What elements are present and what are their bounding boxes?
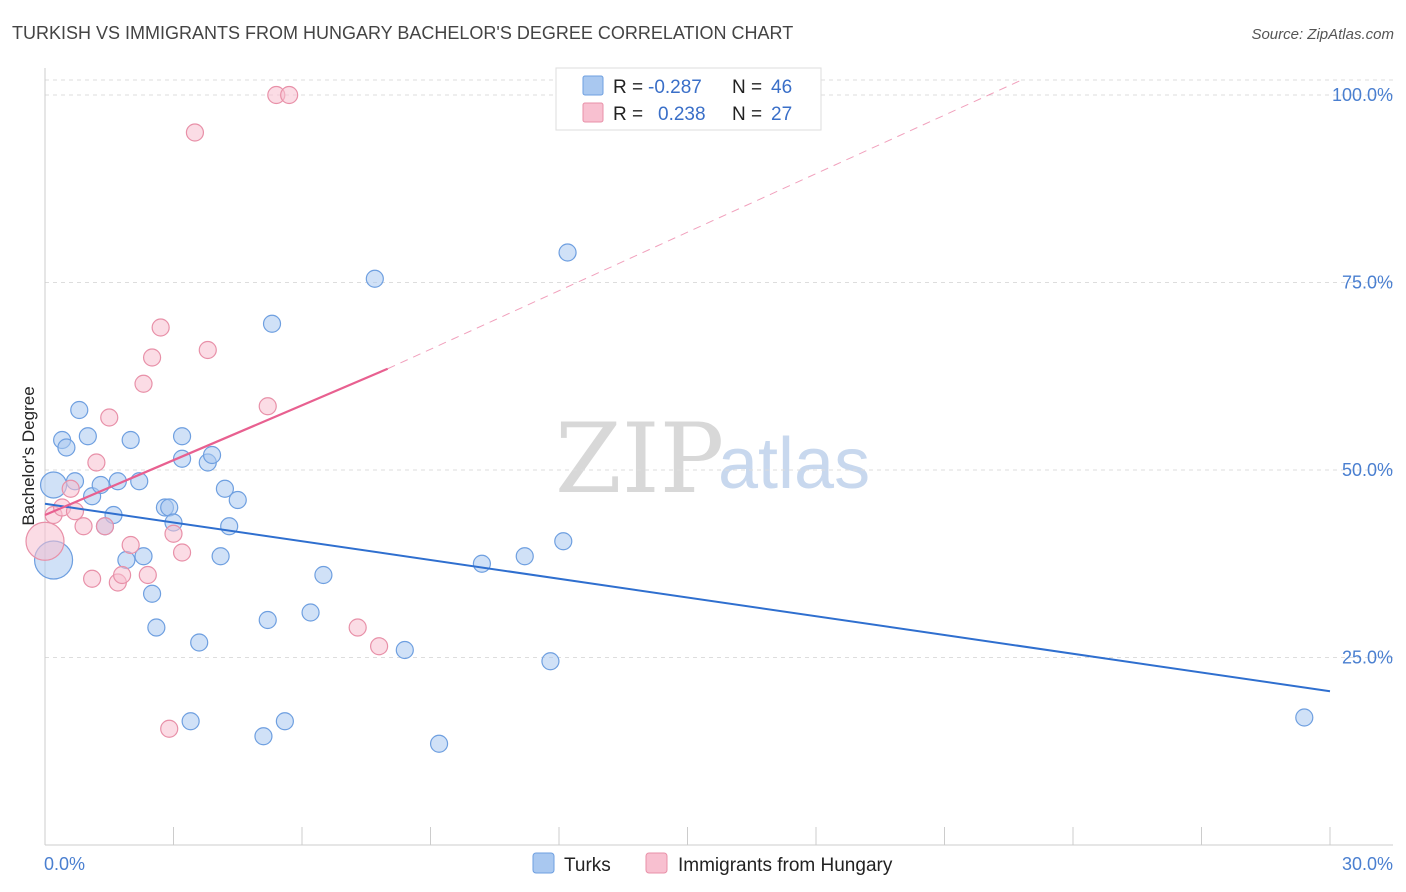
turks-point-42 xyxy=(541,652,560,671)
hungary-point-12 xyxy=(121,535,140,555)
turks-point-27 xyxy=(211,547,230,566)
y-tick-label-1: 50.0% xyxy=(1342,460,1393,480)
y-tick-label-2: 75.0% xyxy=(1342,273,1393,293)
turks-point-41 xyxy=(515,547,534,566)
hungary-point-9 xyxy=(100,408,119,427)
hungary-point-3 xyxy=(61,479,80,498)
turks-point-28 xyxy=(215,479,234,498)
turks-point-31 xyxy=(254,727,273,746)
turks-point-39 xyxy=(429,734,449,753)
hungary-trend-line xyxy=(44,367,389,517)
hungary-point-6 xyxy=(83,569,102,588)
series-legend-swatch-turks xyxy=(532,852,555,874)
hungary-point-14 xyxy=(138,565,157,585)
hungary-point-11 xyxy=(112,565,132,585)
legend-n-value-turks: 46 xyxy=(771,77,792,98)
y-axis-title: Bachelor's Degree xyxy=(19,386,38,525)
y-tick-labels: 25.0% 50.0% 75.0% 100.0% xyxy=(1332,85,1393,668)
legend-swatch-turks xyxy=(582,75,604,96)
legend-n-label-turks: N = xyxy=(732,77,762,98)
turks-point-43 xyxy=(554,532,573,551)
turks-point-36 xyxy=(314,565,333,585)
series-legend: Turks Immigrants from Hungary xyxy=(532,852,893,876)
axes xyxy=(44,68,1393,846)
hungary-point-24 xyxy=(280,85,299,105)
legend-r-label-hungary: R = xyxy=(613,104,643,125)
turks-point-35 xyxy=(301,603,320,622)
turks-point-33 xyxy=(262,314,282,333)
turks-point-3 xyxy=(57,438,76,457)
hungary-trend-extension xyxy=(387,79,1022,370)
turks-point-38 xyxy=(395,640,414,660)
hungary-point-16 xyxy=(151,318,170,337)
x-tick-label-max: 30.0% xyxy=(1342,854,1393,874)
turks-point-6 xyxy=(78,427,97,446)
series-legend-label-hungary: Immigrants from Hungary xyxy=(678,855,893,876)
turks-point-16 xyxy=(142,584,162,603)
hungary-point-17 xyxy=(160,719,179,738)
y-tick-label-3: 100.0% xyxy=(1332,85,1393,105)
turks-point-30 xyxy=(228,490,247,510)
legend-n-value-hungary: 27 xyxy=(771,104,792,125)
turks-point-17 xyxy=(147,618,166,637)
turks-point-5 xyxy=(70,400,89,420)
hungary-point-20 xyxy=(185,123,205,142)
series-legend-swatch-hungary xyxy=(645,852,668,874)
turks-point-37 xyxy=(365,269,384,288)
chart-source: Source: ZipAtlas.com xyxy=(1251,26,1394,43)
hungary-point-25 xyxy=(348,618,367,637)
turks-point-32 xyxy=(258,610,277,630)
x-tick-label-min: 0.0% xyxy=(44,854,85,874)
turks-point-15 xyxy=(134,547,153,566)
trend-lines xyxy=(44,79,1331,693)
grid-lines xyxy=(45,79,1393,658)
turks-point-40 xyxy=(472,554,491,573)
hungary-point-7 xyxy=(87,453,106,472)
turks-point-24 xyxy=(190,633,209,652)
y-tick-label-0: 25.0% xyxy=(1342,648,1393,668)
turks-point-34 xyxy=(275,712,294,731)
hungary-point-22 xyxy=(258,397,277,416)
turks-point-45 xyxy=(1295,708,1314,727)
turks-point-22 xyxy=(172,427,192,446)
turks-trend-line xyxy=(44,502,1331,693)
legend-r-value-hungary: 0.238 xyxy=(658,104,706,125)
hungary-point-26 xyxy=(370,637,389,656)
legend-r-value-turks: -0.287 xyxy=(648,77,702,98)
legend-n-label-hungary: N = xyxy=(732,104,762,125)
turks-point-44 xyxy=(558,243,577,262)
turks-point-26 xyxy=(202,445,222,465)
stats-legend: R = -0.287 N = 46 R = 0.238 N = 27 xyxy=(555,67,822,131)
hungary-point-0 xyxy=(25,521,65,561)
chart-title: TURKISH VS IMMIGRANTS FROM HUNGARY BACHE… xyxy=(12,23,793,43)
turks-point-12 xyxy=(117,550,136,570)
hungary-point-5 xyxy=(74,517,93,536)
turks-point-13 xyxy=(121,430,140,450)
legend-swatch-hungary xyxy=(582,102,604,123)
scatter-points xyxy=(25,85,1314,753)
watermark-zip: ZIP xyxy=(555,403,724,515)
hungary-point-21 xyxy=(198,340,217,360)
legend-r-label-turks: R = xyxy=(613,77,643,98)
hungary-point-15 xyxy=(142,348,162,367)
hungary-point-19 xyxy=(172,543,192,562)
hungary-point-13 xyxy=(134,374,153,393)
watermark-atlas: atlas xyxy=(718,424,870,504)
turks-point-19 xyxy=(160,498,179,517)
series-legend-label-turks: Turks xyxy=(564,855,611,876)
hungary-point-18 xyxy=(164,524,183,543)
turks-point-23 xyxy=(181,712,200,731)
hungary-point-8 xyxy=(95,517,115,536)
